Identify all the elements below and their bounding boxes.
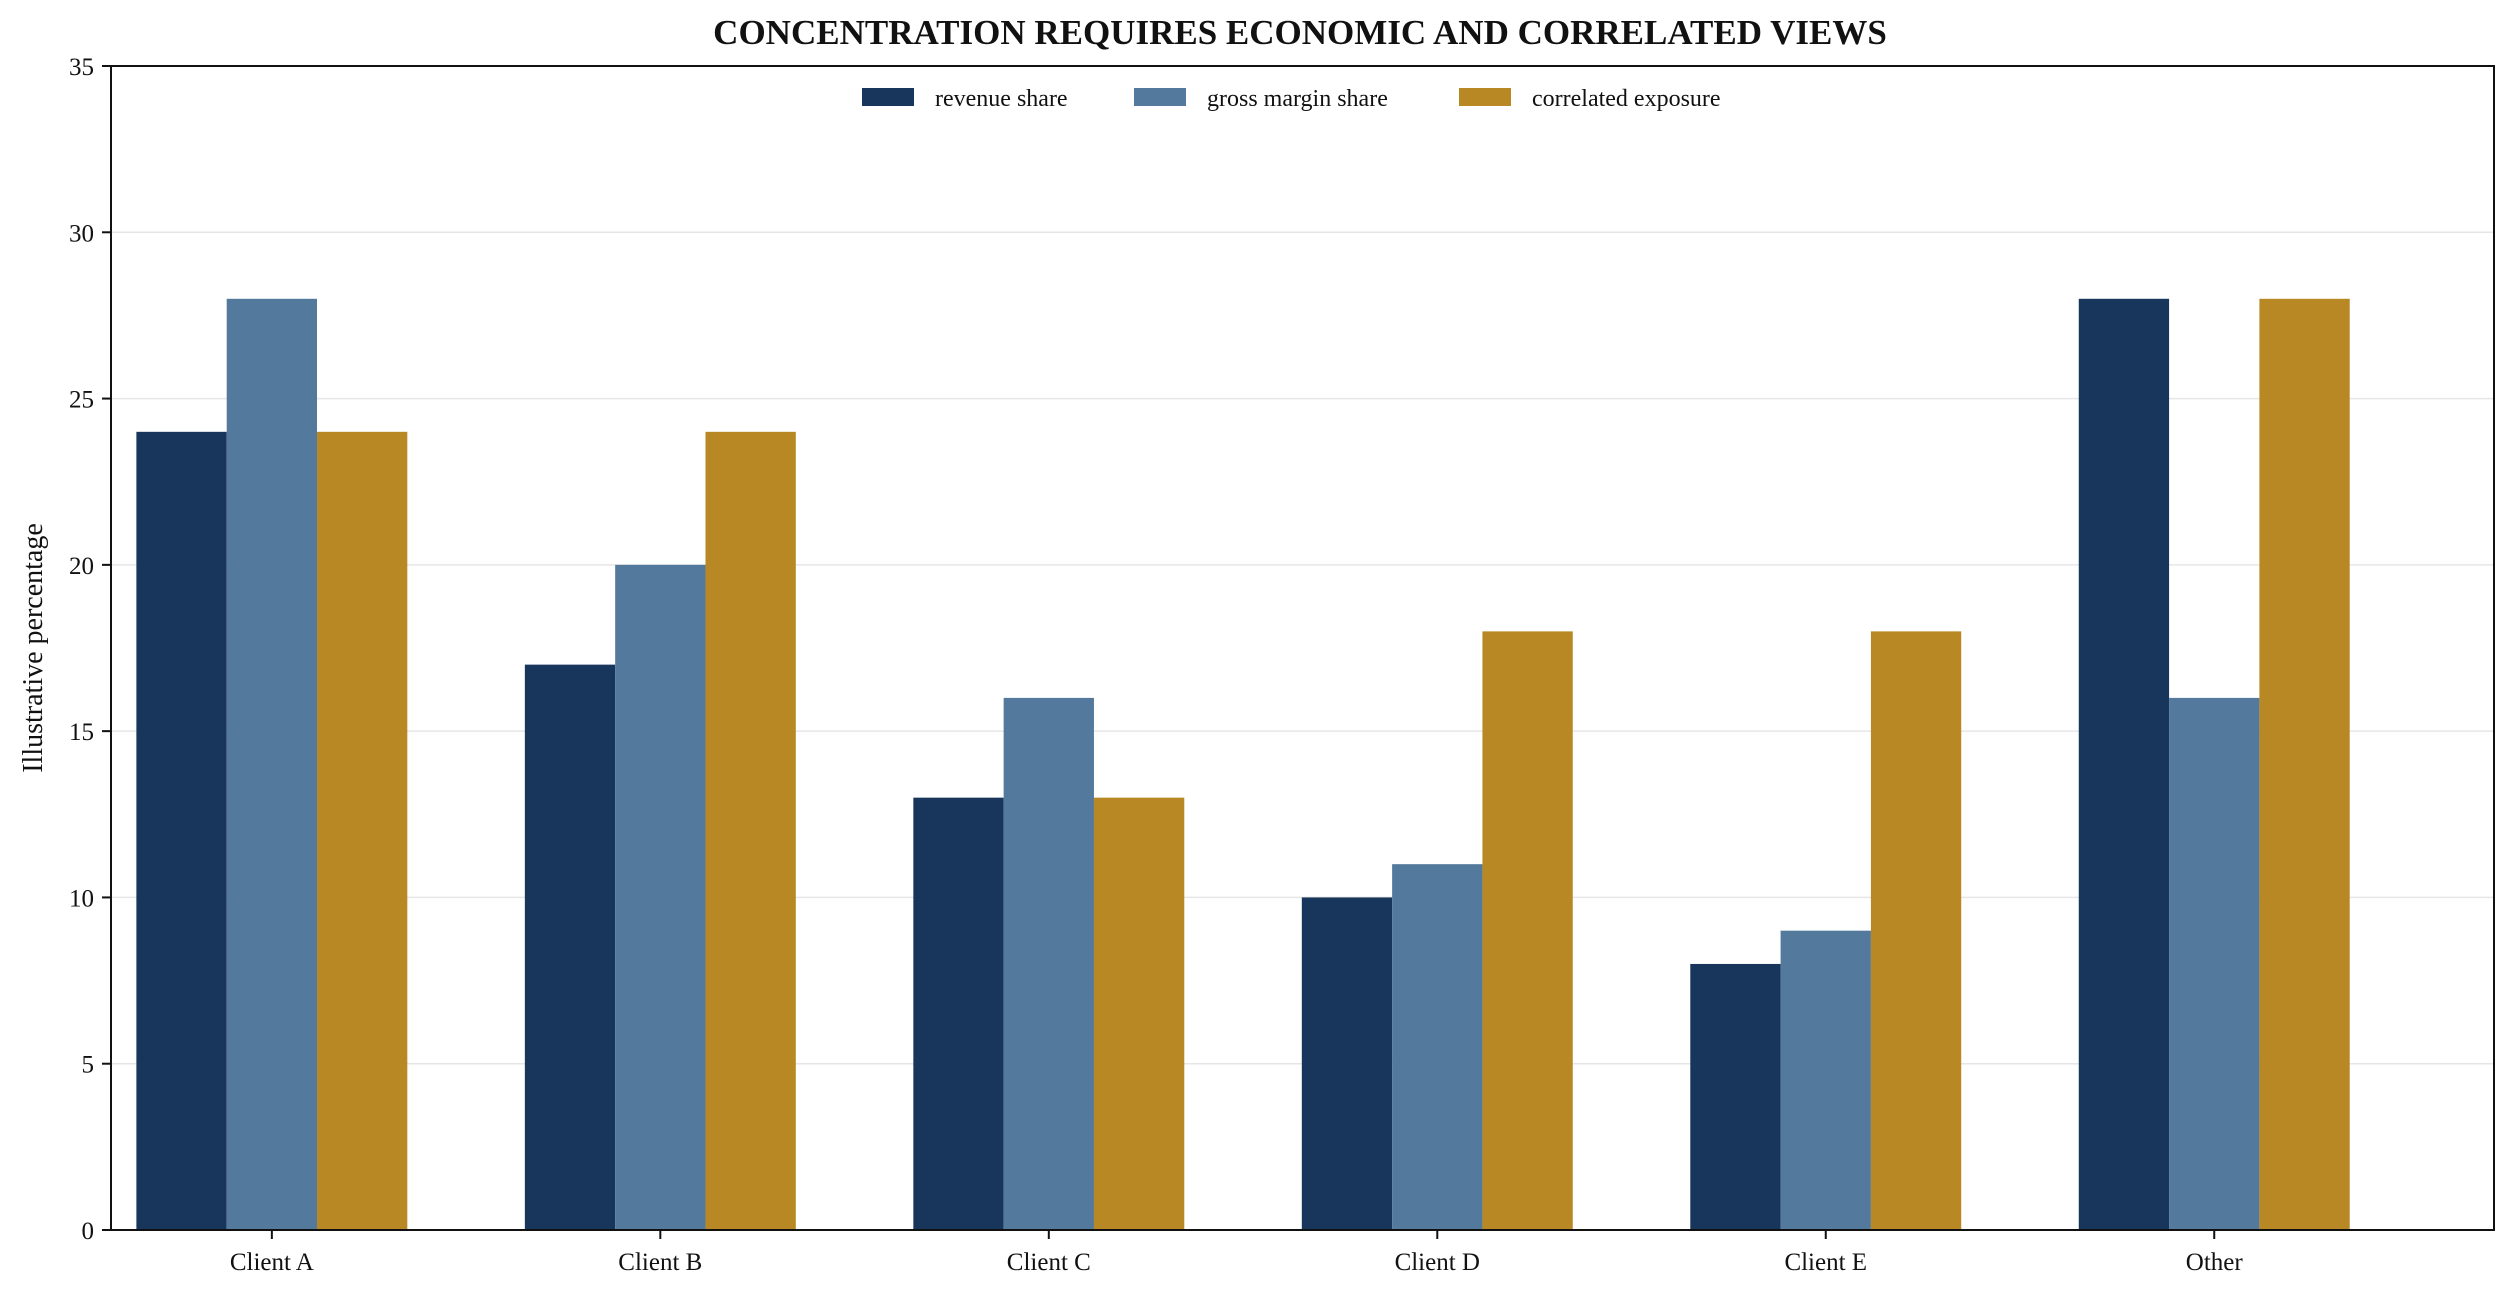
- bars: [136, 298, 2350, 1230]
- bar: [136, 431, 227, 1230]
- x-tick-label: Client A: [230, 1249, 314, 1276]
- bar: [615, 564, 706, 1230]
- chart-title: CONCENTRATION REQUIRES ECONOMIC AND CORR…: [713, 13, 1887, 52]
- bar: [1301, 897, 1393, 1230]
- legend: revenue share gross margin share correlate…: [862, 86, 1721, 112]
- y-tick-label: 25: [69, 387, 94, 414]
- bar: [524, 664, 616, 1230]
- legend-label: correlated exposure: [1532, 86, 1721, 112]
- y-tick-label: 35: [69, 54, 94, 81]
- x-tick-label: Other: [2186, 1249, 2244, 1276]
- y-tick-label: 10: [69, 885, 94, 912]
- bar: [705, 431, 796, 1230]
- legend-label: revenue share: [935, 86, 1068, 112]
- y-axis: 0 5 10 15 20 25 30 35: [69, 54, 111, 1245]
- x-tick-label: Client B: [618, 1249, 702, 1276]
- bar: [2169, 697, 2260, 1230]
- bar: [1482, 631, 1573, 1230]
- bar: [2078, 298, 2170, 1230]
- bar: [1003, 697, 1094, 1230]
- bar: [1690, 963, 1781, 1230]
- y-tick-label: 15: [69, 719, 94, 746]
- bar: [1870, 631, 1962, 1230]
- x-tick-label: Client E: [1784, 1249, 1867, 1276]
- bar: [2259, 298, 2350, 1230]
- legend-label: gross margin share: [1207, 86, 1388, 112]
- bar: [1392, 864, 1483, 1230]
- plot-frame: [110, 65, 2495, 1231]
- bar: [1093, 797, 1185, 1230]
- y-axis-label: Illustrative percentage: [18, 523, 49, 773]
- y-tick-label: 20: [69, 553, 94, 580]
- x-tick-label: Client D: [1395, 1249, 1480, 1276]
- y-tick-label: 0: [82, 1218, 95, 1245]
- y-tick-label: 5: [82, 1052, 95, 1079]
- bar: [317, 431, 408, 1230]
- y-tick-label: 30: [69, 220, 94, 247]
- bar: [913, 797, 1004, 1230]
- bar: [1780, 930, 1871, 1230]
- x-axis: Client A Client B Client C Client D Client E…: [230, 1230, 2244, 1276]
- bar: [226, 298, 318, 1230]
- legend-swatch: [1134, 88, 1186, 106]
- legend-swatch: [1459, 88, 1511, 106]
- legend-swatch: [862, 88, 914, 106]
- x-tick-label: Client C: [1007, 1249, 1091, 1276]
